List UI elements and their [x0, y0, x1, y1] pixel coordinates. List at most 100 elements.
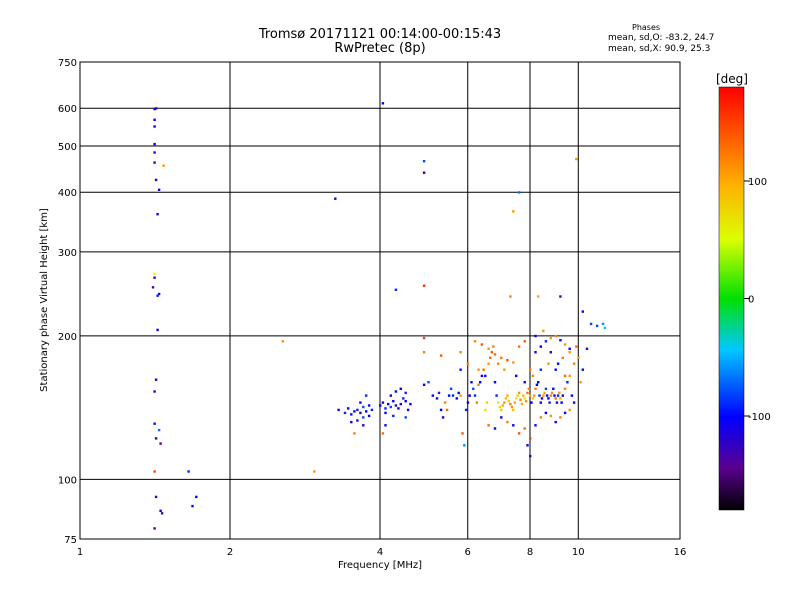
- data-point: [559, 397, 562, 400]
- data-point: [489, 356, 492, 359]
- colorbar-ticks: -100 0 100: [744, 177, 771, 423]
- data-point: [544, 411, 548, 415]
- y-tick-label: 200: [58, 332, 77, 343]
- data-point: [362, 416, 365, 419]
- data-point: [515, 374, 518, 378]
- data-point: [381, 102, 385, 105]
- data-point: [561, 356, 564, 359]
- data-point: [487, 424, 490, 427]
- data-point: [490, 351, 493, 354]
- data-point: [524, 400, 528, 403]
- data-point: [392, 400, 395, 403]
- data-point: [568, 374, 571, 378]
- data-point: [559, 416, 562, 419]
- data-point: [559, 295, 562, 298]
- data-point: [555, 401, 559, 404]
- data-point: [603, 326, 607, 330]
- data-point: [365, 394, 368, 397]
- data-point: [553, 394, 556, 397]
- data-point: [554, 334, 557, 338]
- data-point: [159, 509, 162, 512]
- data-point: [519, 398, 522, 401]
- data-point: [554, 420, 557, 424]
- data-point: [523, 427, 526, 430]
- data-point: [515, 397, 518, 400]
- data-point: [500, 416, 503, 419]
- data-point: [516, 394, 519, 397]
- data-point: [431, 394, 434, 397]
- data-point: [475, 401, 478, 404]
- plot-frame: [79, 61, 681, 540]
- data-point: [531, 374, 535, 378]
- data-point: [517, 432, 521, 435]
- data-point: [466, 401, 470, 404]
- data-point: [387, 402, 390, 406]
- data-point: [365, 410, 368, 413]
- data-point: [367, 404, 371, 407]
- data-point: [480, 374, 484, 378]
- data-point: [480, 343, 484, 346]
- data-point: [153, 470, 156, 473]
- data-point: [537, 295, 540, 298]
- data-point: [534, 387, 537, 390]
- data-point: [539, 401, 542, 404]
- data-point: [399, 402, 402, 406]
- data-point: [554, 397, 557, 400]
- data-point: [601, 322, 605, 326]
- data-point: [463, 444, 466, 447]
- data-point: [484, 408, 487, 412]
- data-point: [394, 404, 398, 407]
- y-tick-label: 600: [58, 104, 77, 115]
- data-point: [461, 432, 464, 435]
- data-point: [153, 142, 156, 146]
- data-point: [156, 294, 159, 297]
- data-point: [534, 334, 537, 338]
- data-point: [579, 381, 582, 384]
- x-axis-label: Frequency [MHz]: [338, 560, 422, 571]
- data-point: [575, 345, 578, 348]
- colorbar-tick-label: -100: [748, 412, 771, 423]
- data-point: [517, 191, 521, 194]
- data-point: [384, 407, 387, 410]
- data-point: [459, 368, 462, 371]
- data-point: [581, 310, 584, 313]
- data-point: [389, 405, 392, 409]
- data-point: [512, 210, 515, 213]
- data-point: [563, 374, 567, 378]
- data-point: [356, 408, 359, 412]
- data-point: [561, 394, 564, 397]
- data-point: [563, 387, 567, 390]
- data-point: [384, 411, 387, 415]
- data-point: [495, 394, 498, 397]
- data-point: [497, 362, 500, 365]
- data-point: [347, 407, 350, 410]
- data-point: [542, 394, 545, 397]
- y-tick-label: 500: [58, 142, 77, 153]
- data-point: [404, 400, 407, 403]
- data-point: [595, 324, 599, 328]
- data-point: [552, 387, 555, 390]
- data-point: [529, 368, 532, 371]
- data-point: [512, 408, 515, 412]
- data-point: [558, 391, 561, 395]
- x-tick-label: 1: [77, 547, 83, 558]
- data-point: [520, 402, 524, 406]
- data-point: [459, 394, 462, 397]
- colorbar: [718, 86, 745, 511]
- x-tick-label: 16: [674, 547, 687, 558]
- data-point: [353, 410, 356, 413]
- data-point: [359, 411, 362, 415]
- data-point: [473, 394, 477, 397]
- data-point: [500, 408, 503, 412]
- data-point: [512, 424, 515, 427]
- data-point: [162, 164, 165, 167]
- data-point: [535, 383, 539, 386]
- data-point: [575, 157, 578, 161]
- data-point: [512, 361, 515, 364]
- data-point: [392, 414, 395, 418]
- data-point: [534, 424, 537, 427]
- chart-subtitle: RwPretec (8p): [334, 41, 426, 56]
- data-point: [443, 401, 447, 404]
- data-point: [439, 354, 443, 357]
- data-point: [397, 407, 400, 410]
